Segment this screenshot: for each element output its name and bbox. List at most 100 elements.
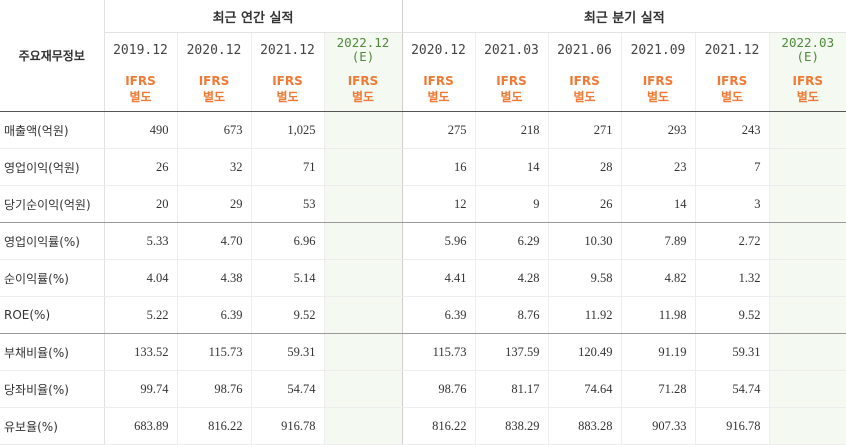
quarter-value: 91.19 [621, 334, 695, 371]
quarter-value: 838.29 [475, 408, 548, 445]
quarter-estimate-value [769, 186, 846, 223]
annual-value: 53 [251, 186, 324, 223]
quarter-value: 14 [475, 149, 548, 186]
ifrs-text: IFRS [549, 73, 621, 89]
quarter-value: 59.31 [695, 334, 769, 371]
quarter-value: 7.89 [621, 223, 695, 260]
quarter-value: 293 [621, 112, 695, 149]
annual-group-title: 최근 연간 실적 [104, 0, 402, 33]
quarter-value: 218 [475, 112, 548, 149]
row-label: 부채비율(%) [0, 334, 104, 371]
annual-value: 99.74 [104, 371, 177, 408]
annual-value: 133.52 [104, 334, 177, 371]
annual-estimate-year: 2022.12 [325, 36, 402, 50]
annual-value: 9.52 [251, 297, 324, 334]
ifrs-text: IFRS [105, 73, 177, 89]
separate-text: 별도 [252, 89, 324, 105]
annual-value: 71 [251, 149, 324, 186]
annual-value: 490 [104, 112, 177, 149]
quarter-value: 1.32 [695, 260, 769, 297]
quarter-value: 6.39 [402, 297, 475, 334]
quarter-estimate-value [769, 260, 846, 297]
quarter-value: 4.41 [402, 260, 475, 297]
quarter-estimate-value [769, 371, 846, 408]
quarter-group-title: 최근 분기 실적 [402, 0, 846, 33]
quarter-value: 907.33 [621, 408, 695, 445]
quarter-value: 28 [548, 149, 621, 186]
quarter-value: 14 [621, 186, 695, 223]
annual-estimate-period: 2022.12 (E) [324, 33, 402, 68]
quarter-value: 16 [402, 149, 475, 186]
quarter-value: 71.28 [621, 371, 695, 408]
row-label: 당좌비율(%) [0, 371, 104, 408]
quarter-value: 816.22 [402, 408, 475, 445]
annual-period: 2021.12 [251, 33, 324, 68]
annual-estimate-value [324, 186, 402, 223]
quarter-value: 11.92 [548, 297, 621, 334]
ifrs-text: IFRS [476, 73, 548, 89]
annual-value: 6.96 [251, 223, 324, 260]
ifrs-text: IFRS [622, 73, 695, 89]
annual-value: 4.70 [177, 223, 251, 260]
annual-value: 4.04 [104, 260, 177, 297]
separate-text: 별도 [105, 89, 177, 105]
annual-value: 683.89 [104, 408, 177, 445]
ifrs-text: IFRS [770, 73, 846, 89]
row-label-header: 주요재무정보 [0, 0, 104, 112]
row-label: 유보율(%) [0, 408, 104, 445]
annual-value: 673 [177, 112, 251, 149]
quarter-estimate-year: 2022.03 [770, 36, 846, 50]
annual-value: 5.33 [104, 223, 177, 260]
quarter-period: 2021.03 [475, 33, 548, 68]
quarter-period: 2020.12 [402, 33, 475, 68]
quarter-value: 4.82 [621, 260, 695, 297]
separate-text: 별도 [476, 89, 548, 105]
annual-value: 20 [104, 186, 177, 223]
quarter-estimate-value [769, 223, 846, 260]
ifrs-text: IFRS [696, 73, 769, 89]
annual-estimate-value [324, 149, 402, 186]
quarter-value: 916.78 [695, 408, 769, 445]
annual-value: 1,025 [251, 112, 324, 149]
quarter-estimate-period: 2022.03 (E) [769, 33, 846, 68]
annual-estimate-value [324, 371, 402, 408]
annual-estimate-value [324, 408, 402, 445]
quarter-value: 3 [695, 186, 769, 223]
separate-text: 별도 [622, 89, 695, 105]
quarter-period: 2021.12 [695, 33, 769, 68]
annual-period: 2019.12 [104, 33, 177, 68]
quarter-estimate-value [769, 149, 846, 186]
quarter-value: 23 [621, 149, 695, 186]
quarter-value: 275 [402, 112, 475, 149]
annual-estimate-value [324, 297, 402, 334]
quarter-value: 137.59 [475, 334, 548, 371]
quarter-value: 883.28 [548, 408, 621, 445]
annual-value: 6.39 [177, 297, 251, 334]
annual-value: 5.14 [251, 260, 324, 297]
annual-value: 98.76 [177, 371, 251, 408]
quarter-period: 2021.09 [621, 33, 695, 68]
annual-estimate-value [324, 260, 402, 297]
row-label: 순이익률(%) [0, 260, 104, 297]
quarter-value: 5.96 [402, 223, 475, 260]
quarter-estimate-value [769, 297, 846, 334]
quarter-value: 81.17 [475, 371, 548, 408]
quarter-period: 2021.06 [548, 33, 621, 68]
row-label: 매출액(억원) [0, 112, 104, 149]
annual-value: 54.74 [251, 371, 324, 408]
quarter-value: 6.29 [475, 223, 548, 260]
separate-text: 별도 [549, 89, 621, 105]
separate-text: 별도 [325, 89, 402, 105]
quarter-estimate-mark: (E) [770, 50, 846, 64]
